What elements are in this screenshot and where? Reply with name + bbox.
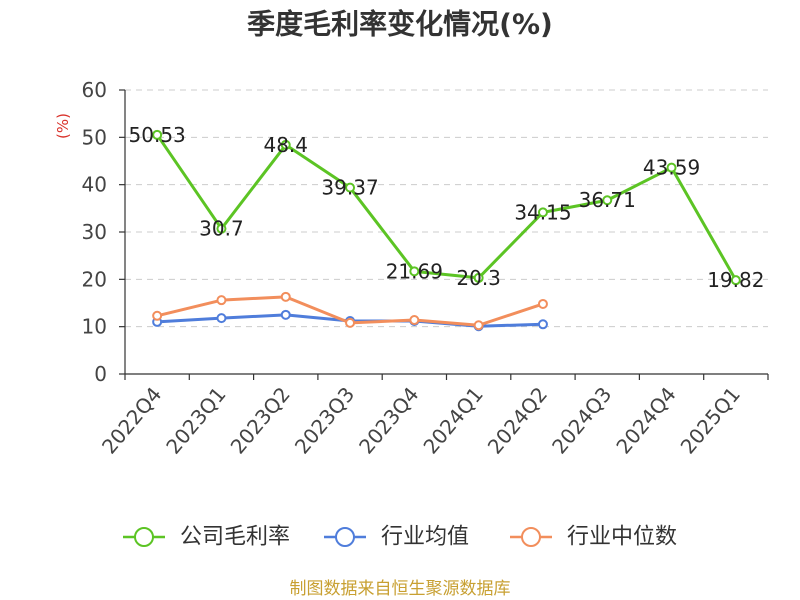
data-point	[216, 295, 227, 306]
data-label: 19.82	[707, 268, 764, 292]
x-tick-label: 2024Q2	[483, 382, 552, 458]
legend-label: 行业中位数	[567, 525, 677, 550]
data-labels: 50.53 30.7 48.4 39.37 21.69 20.3 34.15 36.71 43.…	[129, 123, 765, 292]
data-point	[280, 291, 291, 302]
y-tick-label: 10	[82, 315, 107, 339]
series-industry-median	[152, 291, 548, 331]
x-tick-label: 2025Q1	[676, 382, 745, 458]
data-label: 20.3	[456, 266, 501, 290]
x-tick-label: 2024Q1	[418, 382, 487, 458]
y-axis-title: (%)	[54, 113, 72, 139]
x-tick-label: 2023Q4	[354, 382, 423, 458]
data-point	[152, 310, 163, 321]
y-tick-label: 60	[82, 78, 107, 102]
x-axis: 2022Q42023Q12023Q22023Q32023Q42024Q12024…	[97, 373, 769, 459]
data-point	[409, 315, 420, 326]
data-point	[537, 298, 548, 309]
data-point	[409, 266, 420, 277]
x-tick-label: 2024Q3	[547, 382, 616, 458]
chart-title: 季度毛利率变化情况(%)	[247, 8, 553, 41]
legend-item-industry-average[interactable]: 行业均值	[324, 525, 469, 550]
data-label: 30.7	[199, 217, 244, 241]
series-line-company-gross-margin	[155, 133, 738, 282]
x-tick-label: 2023Q1	[161, 382, 230, 458]
data-point	[602, 195, 613, 206]
series-layer	[152, 129, 741, 332]
x-tick-label: 2022Q4	[97, 382, 166, 458]
data-label: 34.15	[514, 200, 571, 224]
legend-label: 行业均值	[381, 525, 469, 550]
data-point	[666, 162, 677, 173]
data-label: 21.69	[386, 259, 443, 283]
data-point	[345, 182, 356, 193]
legend-item-company-gross-margin[interactable]: 公司毛利率	[123, 525, 290, 550]
data-point	[345, 317, 356, 328]
data-point	[473, 320, 484, 331]
y-tick-label: 30	[82, 220, 107, 244]
data-point	[216, 223, 227, 234]
source-note: 制图数据来自恒生聚源数据库	[290, 579, 511, 599]
x-tick-label: 2023Q3	[290, 382, 359, 458]
data-point	[216, 313, 227, 324]
x-tick-label: 2023Q2	[226, 382, 295, 458]
legend-marker	[521, 527, 541, 547]
data-point	[280, 309, 291, 320]
legend-label: 公司毛利率	[180, 525, 290, 550]
data-label: 43.59	[643, 156, 700, 180]
data-label: 50.53	[129, 123, 186, 147]
data-point	[280, 139, 291, 150]
data-point	[537, 319, 548, 330]
y-tick-label: 20	[82, 267, 107, 291]
y-tick-label: 0	[94, 362, 107, 386]
data-point	[537, 207, 548, 218]
data-label: 36.71	[579, 188, 636, 212]
data-label: 48.4	[263, 133, 308, 157]
series-company-gross-margin	[152, 129, 741, 286]
legend-marker	[134, 527, 154, 547]
legend: 公司毛利率 行业均值 行业中位数	[123, 525, 677, 550]
y-axis: 0 10 20 30 40 50 60 (%)	[54, 78, 126, 386]
y-tick-label: 50	[82, 125, 107, 149]
data-point	[730, 275, 741, 286]
legend-marker	[335, 527, 355, 547]
data-label: 39.37	[321, 176, 378, 200]
gridlines	[125, 89, 768, 328]
data-point	[473, 272, 484, 283]
data-point	[152, 129, 163, 140]
legend-item-industry-median[interactable]: 行业中位数	[510, 525, 677, 550]
x-tick-label: 2024Q4	[611, 382, 680, 458]
y-tick-label: 40	[82, 173, 107, 197]
